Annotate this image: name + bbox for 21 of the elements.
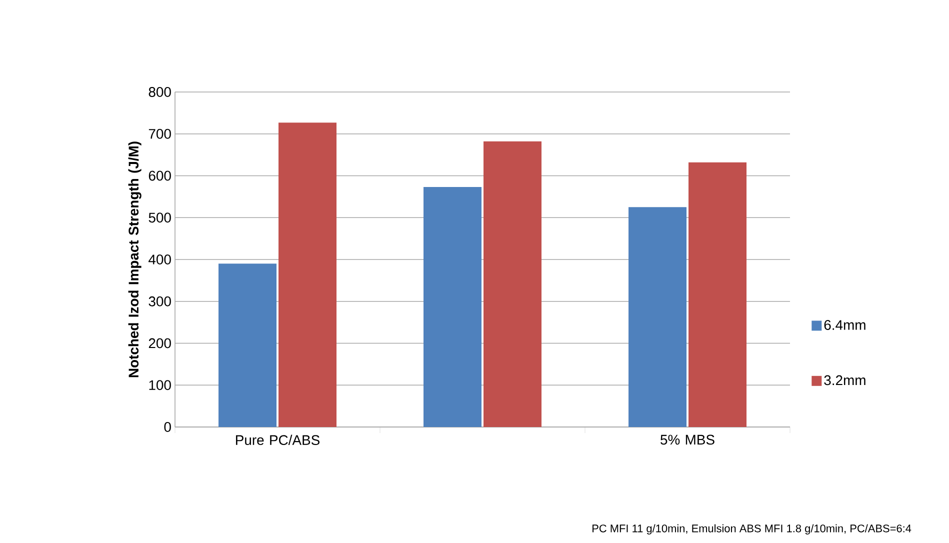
y-tick-label: 200: [148, 338, 171, 348]
y-tick-label: 500: [148, 212, 171, 223]
y-tick-label: 600: [148, 170, 171, 181]
bar: [688, 162, 747, 427]
y-tick-label: 400: [148, 254, 171, 264]
bar: [424, 187, 482, 427]
bar: [278, 122, 336, 427]
y-tick-label: 300: [148, 296, 171, 306]
y-tick-label: 0: [164, 422, 171, 432]
y-tick-label: 800: [148, 87, 171, 97]
x-tick-label: Pure PC/ABS: [236, 434, 320, 446]
bar: [484, 141, 542, 427]
text: PC MFI 11 g/10min, Emulsion ABS MFI 1.8 g/10min, PC/ABS=6:4: [592, 524, 912, 534]
bar: [218, 264, 277, 427]
x-tick-label: 5% MBS: [660, 434, 714, 445]
y-tick-label: 700: [148, 128, 171, 139]
legend-label: 3.2mm: [824, 375, 866, 386]
legend-label: 6.4mm: [824, 320, 866, 330]
y-tick-label: 100: [149, 380, 171, 390]
bar: [628, 207, 687, 427]
y-axis-title: Notched Izod Impact Strength (J/M): [128, 142, 142, 378]
